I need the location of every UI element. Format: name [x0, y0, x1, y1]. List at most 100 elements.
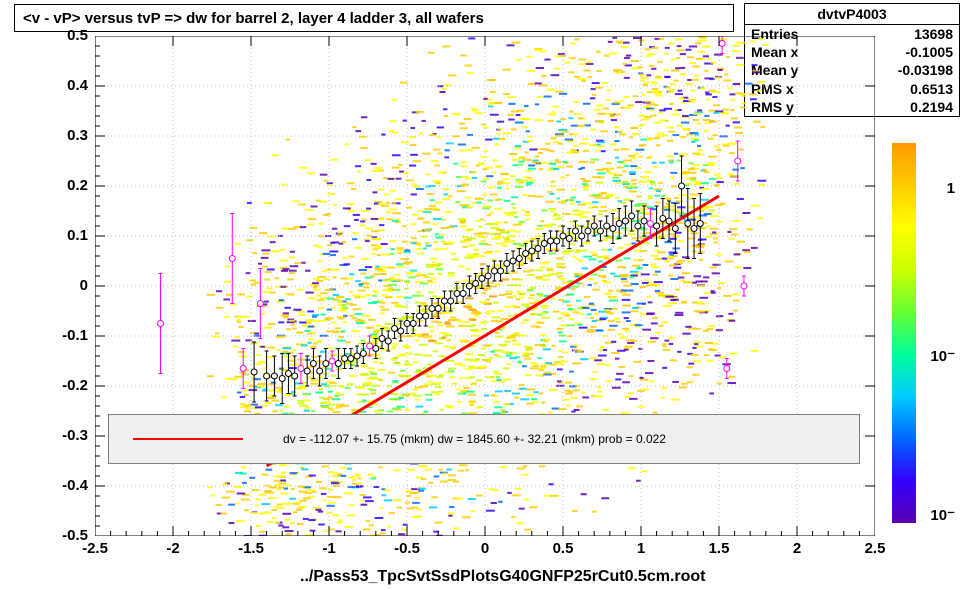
y-tick-label: 0 — [28, 277, 88, 294]
profile-point — [566, 236, 572, 242]
y-tick-label: 0.2 — [28, 177, 88, 194]
profile-point — [591, 223, 597, 229]
profile-point — [597, 228, 603, 234]
profile-point — [585, 228, 591, 234]
profile-point — [373, 346, 379, 352]
profile-point — [672, 226, 678, 232]
x-tick-label: 2.5 — [865, 540, 886, 557]
stats-name: dvtvP4003 — [745, 4, 959, 25]
profile-point — [335, 361, 341, 367]
profile-point — [158, 321, 164, 327]
x-tick-label: 1.5 — [709, 540, 730, 557]
x-tick-label: 0 — [481, 540, 489, 557]
y-tick-label: 0.1 — [28, 227, 88, 244]
profile-point — [460, 291, 466, 297]
y-tick-label: 0.4 — [28, 77, 88, 94]
profile-point — [741, 283, 747, 289]
profile-point — [504, 261, 510, 267]
profile-point — [691, 226, 697, 232]
fit-line-sample — [133, 438, 243, 440]
profile-point — [348, 356, 354, 362]
profile-point — [285, 371, 291, 377]
profile-point — [622, 218, 628, 224]
profile-point — [629, 213, 635, 219]
profile-point — [479, 276, 485, 282]
profile-point — [572, 228, 578, 234]
profile-point — [416, 313, 422, 319]
y-tick-label: -0.1 — [28, 327, 88, 344]
chart-title: <v - vP> versus tvP => dw for barrel 2, … — [14, 4, 734, 32]
x-tick-label: -1 — [322, 540, 335, 557]
profile-point — [724, 366, 730, 372]
y-tick-label: 0.5 — [28, 27, 88, 44]
profile-point — [385, 338, 391, 344]
profile-point — [685, 221, 691, 227]
profile-point — [660, 216, 666, 222]
profile-point — [719, 41, 725, 47]
profile-point — [666, 218, 672, 224]
profile-point — [323, 361, 329, 367]
profile-point — [529, 248, 535, 254]
profile-point — [392, 326, 398, 332]
profile-point — [516, 256, 522, 262]
profile-point — [647, 221, 653, 227]
profile-point — [292, 373, 298, 379]
x-tick-label: -0.5 — [394, 540, 420, 557]
profile-point — [271, 373, 277, 379]
profile-point — [429, 306, 435, 312]
profile-point — [641, 218, 647, 224]
y-tick-label: -0.5 — [28, 527, 88, 544]
colorbar-label: 10⁻ — [930, 506, 955, 524]
colorbar — [892, 143, 916, 523]
profile-point — [635, 223, 641, 229]
profile-point — [229, 256, 235, 262]
profile-point — [257, 301, 263, 307]
profile-point — [610, 226, 616, 232]
profile-point — [448, 298, 454, 304]
profile-point — [410, 321, 416, 327]
profile-point — [498, 268, 504, 274]
fit-legend-box: dv = -112.07 +- 15.75 (mkm) dw = 1845.60… — [108, 414, 860, 464]
profile-point — [251, 369, 257, 375]
y-tick-label: -0.3 — [28, 427, 88, 444]
colorbar-label: 10⁻ — [930, 347, 955, 365]
profile-point — [654, 223, 660, 229]
profile-point — [604, 223, 610, 229]
colorbar-label: 1 — [947, 180, 955, 197]
x-tick-label: -2 — [166, 540, 179, 557]
chart-title-text: <v - vP> versus tvP => dw for barrel 2, … — [23, 10, 484, 27]
profile-point — [354, 353, 360, 359]
profile-point — [441, 298, 447, 304]
footer-filepath: ../Pass53_TpcSvtSsdPlotsG40GNFP25rCut0.5… — [300, 568, 705, 586]
fit-legend-text: dv = -112.07 +- 15.75 (mkm) dw = 1845.60… — [283, 432, 666, 446]
profile-point — [404, 321, 410, 327]
profile-point — [240, 366, 246, 372]
x-tick-label: 0.5 — [553, 540, 574, 557]
profile-point — [548, 238, 554, 244]
profile-point — [298, 366, 304, 372]
profile-point — [523, 251, 529, 257]
profile-point — [679, 183, 685, 189]
x-tick-label: 2 — [793, 540, 801, 557]
profile-point — [473, 281, 479, 287]
x-tick-label: 1 — [637, 540, 645, 557]
profile-point — [616, 221, 622, 227]
y-tick-label: -0.4 — [28, 477, 88, 494]
profile-point — [697, 221, 703, 227]
profile-point — [491, 268, 497, 274]
x-tick-label: -1.5 — [238, 540, 264, 557]
profile-point — [535, 246, 541, 252]
profile-point — [423, 313, 429, 319]
y-tick-label: 0.3 — [28, 127, 88, 144]
profile-point — [329, 358, 335, 364]
profile-point — [454, 291, 460, 297]
profile-point — [510, 258, 516, 264]
profile-point — [466, 283, 472, 289]
y-tick-label: -0.2 — [28, 377, 88, 394]
profile-point — [485, 273, 491, 279]
profile-point — [435, 306, 441, 312]
profile-point — [360, 351, 366, 357]
profile-point — [735, 158, 741, 164]
profile-point — [398, 328, 404, 334]
profile-point — [367, 343, 373, 349]
